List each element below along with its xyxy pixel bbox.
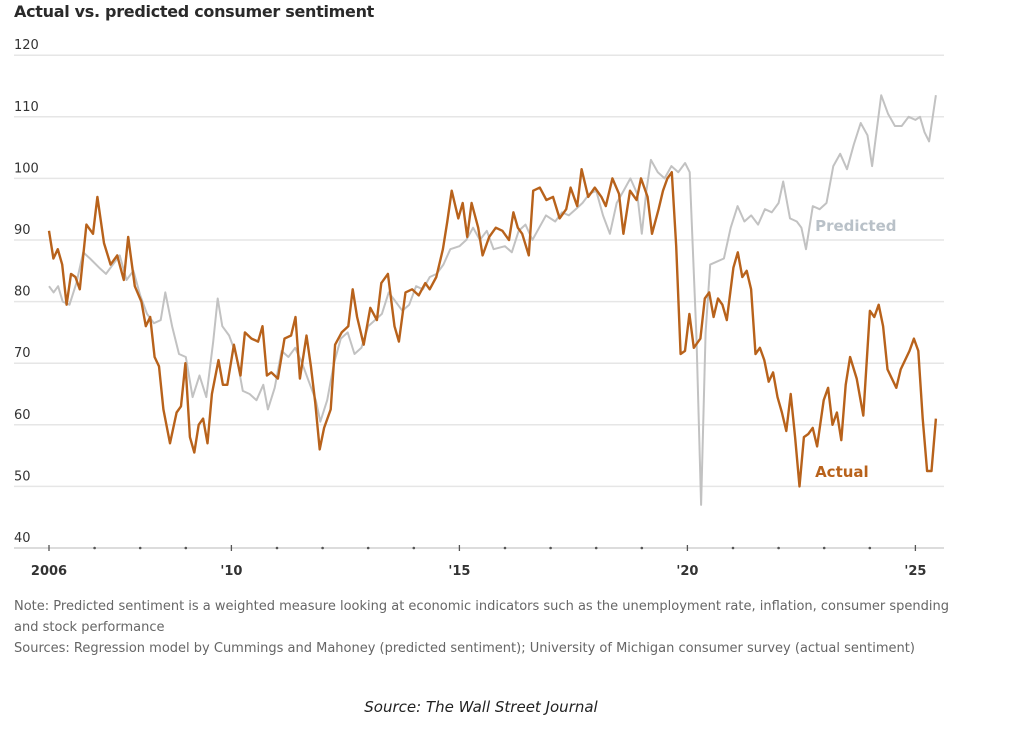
y-tick-label: 60 xyxy=(14,408,31,423)
x-minor-tick xyxy=(822,546,826,550)
x-minor-tick xyxy=(321,546,324,550)
series-line-predicted xyxy=(48,94,937,506)
line-chart: 40 50 60 70 80 90 100 110 120 2006 '10 '15 '20 '25 P… xyxy=(14,38,944,579)
y-tick-label: 40 xyxy=(14,531,31,546)
y-tick-label: 50 xyxy=(14,469,31,484)
x-tick-label: '15 xyxy=(448,564,470,579)
x-minor-tick xyxy=(412,546,416,550)
x-minor-tick xyxy=(777,546,780,550)
x-tick-label: '10 xyxy=(220,564,242,579)
x-axis: 2006 '10 '15 '20 '25 xyxy=(14,545,944,579)
y-tick-label: 90 xyxy=(14,223,31,238)
series-labels: Predicted Actual xyxy=(815,217,896,481)
x-minor-tick xyxy=(93,546,96,550)
chart-title: Actual vs. predicted consumer sentiment xyxy=(14,2,375,21)
note-text: Note: Predicted sentiment is a weighted … xyxy=(14,599,950,635)
series-line-actual xyxy=(47,168,938,488)
x-minor-tick xyxy=(275,546,279,550)
chart-notes: Note: Predicted sentiment is a weighted … xyxy=(14,596,974,659)
series-lines xyxy=(47,94,938,506)
series-label-actual: Actual xyxy=(815,463,869,481)
x-minor-tick xyxy=(594,546,598,550)
y-axis: 40 50 60 70 80 90 100 110 120 xyxy=(14,38,39,546)
gridlines xyxy=(14,54,944,488)
y-tick-label: 70 xyxy=(14,346,31,361)
x-tick-label: '25 xyxy=(904,564,926,579)
x-tick-label: '20 xyxy=(676,564,698,579)
sources-text: Sources: Regression model by Cummings an… xyxy=(14,641,915,656)
y-tick-label: 120 xyxy=(14,38,39,53)
series-label-predicted: Predicted xyxy=(815,217,896,235)
y-tick-label: 110 xyxy=(14,100,39,115)
x-minor-tick xyxy=(184,546,188,550)
x-minor-tick xyxy=(640,546,644,550)
source-caption: Source: The Wall Street Journal xyxy=(364,698,598,716)
x-minor-tick xyxy=(503,546,507,550)
y-tick-label: 80 xyxy=(14,285,31,300)
y-tick-label: 100 xyxy=(14,161,39,176)
x-minor-tick xyxy=(138,546,142,550)
x-minor-tick xyxy=(549,546,552,550)
x-minor-tick xyxy=(868,546,872,550)
x-minor-tick xyxy=(731,546,735,550)
x-tick-label: 2006 xyxy=(31,564,67,579)
x-minor-tick xyxy=(366,546,370,550)
